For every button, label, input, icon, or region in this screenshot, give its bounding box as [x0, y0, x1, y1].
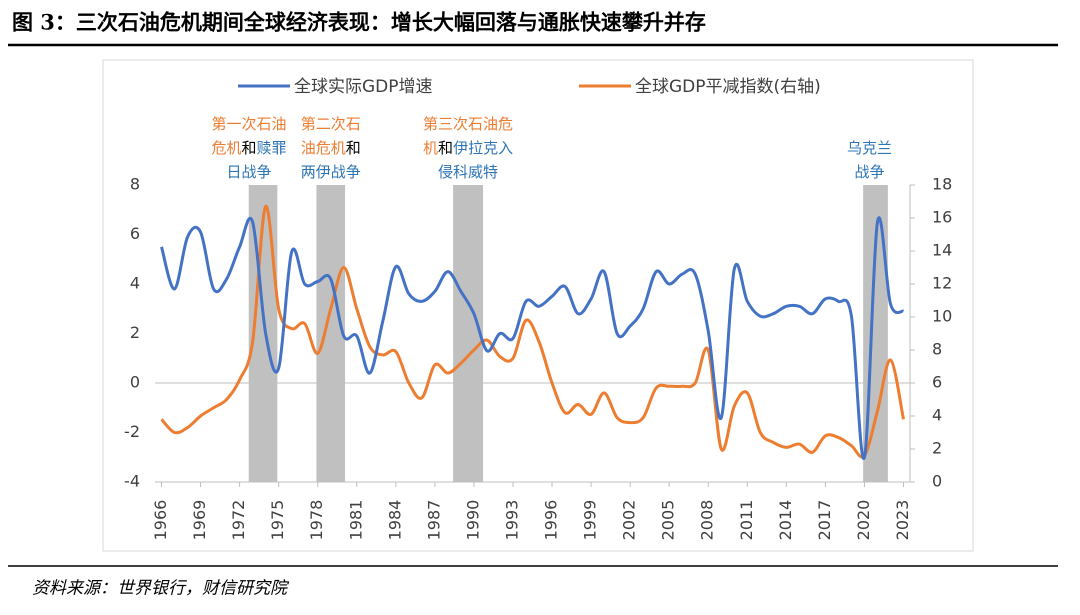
x-tick-label: 1969 [190, 500, 209, 541]
y2-tick-label: 10 [932, 307, 952, 326]
legend-label: 全球GDP平减指数(右轴) [635, 77, 821, 97]
x-tick-label: 1999 [581, 500, 600, 541]
x-tick-label: 2005 [659, 500, 678, 541]
x-tick-label: 1993 [502, 500, 521, 541]
annotation-part: 侵科威特 [438, 163, 498, 181]
x-tick-label: 2023 [893, 500, 912, 541]
annotation: 第一次石油 [212, 115, 287, 133]
y-tick-label: -2 [124, 422, 140, 441]
x-tick-label: 1972 [229, 500, 248, 541]
annotation-part: 两伊战争 [301, 163, 361, 181]
x-tick-label: 2017 [815, 500, 834, 541]
y2-tick-label: 2 [932, 439, 942, 458]
annotation-part: 第一次石油 [212, 115, 287, 133]
annotation-part: 赎罪 [257, 139, 287, 157]
annotation-part: 日战争 [227, 163, 272, 181]
x-tick-label: 2014 [776, 500, 795, 541]
y2-tick-label: 16 [932, 208, 952, 227]
annotation: 油危机和 [301, 139, 361, 157]
annotation-part: 油危机 [301, 139, 346, 157]
y2-tick-label: 4 [932, 406, 942, 425]
x-tick-label: 2011 [737, 500, 756, 541]
annotation: 乌克兰 [847, 139, 892, 157]
annotation-part: 伊拉克入 [453, 139, 513, 157]
shaded-period [453, 185, 484, 482]
annotation: 机和伊拉克入 [423, 139, 513, 157]
y2-tick-label: 6 [932, 373, 942, 392]
x-tick-label: 2020 [854, 500, 873, 541]
x-tick-label: 2002 [620, 500, 639, 541]
y-tick-label: 8 [130, 175, 140, 194]
x-tick-label: 1987 [424, 500, 443, 541]
annotation: 第三次石油危 [423, 115, 513, 133]
legend-label: 全球实际GDP增速 [294, 77, 433, 97]
annotation-part: 和 [346, 139, 361, 157]
x-tick-label: 1978 [307, 500, 326, 541]
annotation-part: 战争 [854, 163, 884, 181]
y2-tick-label: 0 [932, 472, 942, 491]
annotation-part: 第二次石 [301, 115, 361, 133]
chart-title: 图 3：三次石油危机期间全球经济表现：增长大幅回落与通胀快速攀升并存 [12, 10, 706, 35]
y2-tick-label: 14 [932, 241, 952, 260]
annotation-part: 和 [242, 139, 257, 157]
y-tick-label: -4 [124, 472, 140, 491]
annotation: 两伊战争 [301, 163, 361, 181]
y-tick-label: 2 [130, 323, 140, 342]
annotation: 危机和赎罪 [212, 139, 287, 157]
y-tick-label: 6 [130, 224, 140, 243]
x-tick-label: 1975 [268, 500, 287, 541]
x-tick-label: 1984 [385, 500, 404, 541]
annotation: 日战争 [227, 163, 272, 181]
y2-tick-label: 18 [932, 175, 952, 194]
shaded-period [316, 185, 346, 482]
annotation-part: 机 [423, 139, 438, 157]
series-line [160, 216, 905, 460]
y-tick-label: 0 [130, 373, 140, 392]
annotation-part: 和 [438, 139, 453, 157]
annotation: 战争 [854, 163, 884, 181]
source: 资料来源：世界银行，财信研究院 [32, 579, 290, 599]
x-tick-label: 1981 [346, 500, 365, 541]
annotation-part: 危机 [212, 139, 242, 157]
y-tick-label: 4 [130, 274, 140, 293]
annotation-part: 第三次石油危 [423, 115, 513, 133]
annotation-part: 乌克兰 [847, 139, 892, 157]
y2-tick-label: 12 [932, 274, 952, 293]
y2-tick-label: 8 [932, 340, 942, 359]
x-tick-label: 1996 [542, 500, 561, 541]
x-tick-label: 1966 [151, 500, 170, 541]
annotation: 第二次石 [301, 115, 361, 133]
series-line [160, 204, 905, 459]
annotation: 侵科威特 [438, 163, 498, 181]
x-tick-label: 1990 [463, 500, 482, 541]
x-tick-label: 2008 [698, 500, 717, 541]
